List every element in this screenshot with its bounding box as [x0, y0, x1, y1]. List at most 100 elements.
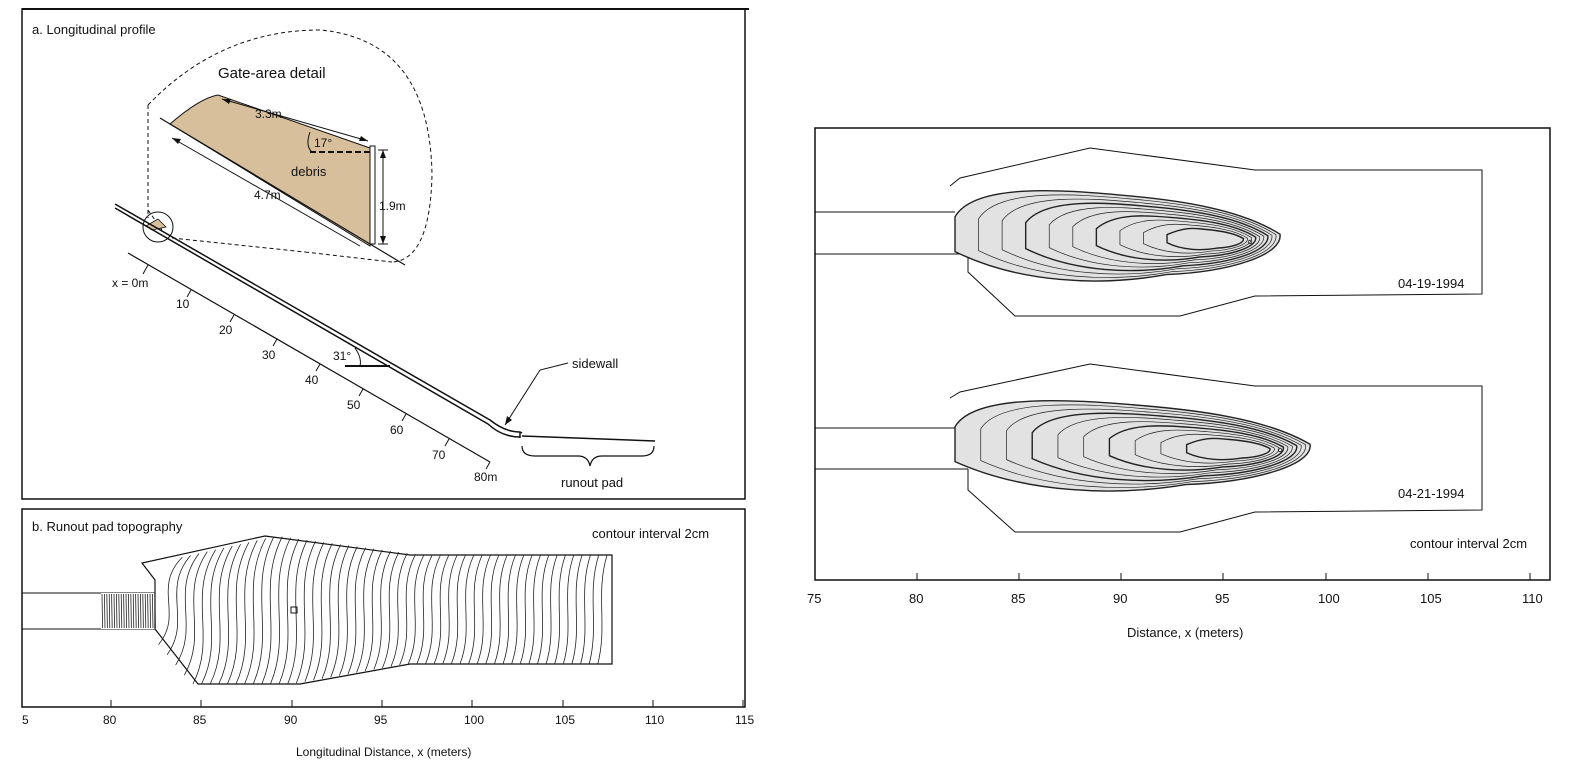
deposit-map-04-19: 04-19-1994: [815, 147, 1483, 317]
panel-b-contour-note: contour interval 2cm: [592, 526, 709, 541]
contour-line: [562, 554, 575, 665]
contour-line: [128, 593, 130, 629]
contour-line: [201, 547, 225, 685]
contour-line: [140, 593, 142, 629]
deposit-contour: [1083, 421, 1289, 474]
tick-label-a-3: 40: [305, 373, 319, 387]
deposit-contour: [1119, 219, 1252, 257]
contour-line: [147, 593, 149, 629]
deposit-peak-mark: [1277, 447, 1283, 453]
pad-outline-top: [949, 147, 1483, 317]
date-label-1: 04-19-1994: [1398, 276, 1465, 291]
contour-line: [270, 537, 291, 685]
deposit-contour: [1024, 202, 1269, 272]
contour-line: [287, 539, 308, 685]
panel-c-frame: [814, 127, 1551, 581]
tick-label-a-5: 60: [390, 423, 404, 437]
contour-line: [450, 554, 466, 665]
contour-line: [330, 545, 350, 678]
contour-line: [519, 554, 533, 665]
deposit-contour: [1031, 412, 1298, 482]
panel-b-tick-label: 85: [193, 713, 207, 727]
contour-line: [373, 550, 391, 670]
panel-c-tick-label: 75: [807, 591, 821, 606]
contour-line: [135, 593, 137, 629]
deposit-contour: [1095, 215, 1257, 261]
contour-line: [528, 554, 541, 665]
gate-angle-label: 17°: [314, 136, 332, 150]
contour-line: [571, 554, 583, 665]
contour-line: [321, 544, 341, 679]
contour-line: [158, 556, 183, 645]
contour-line: [364, 549, 383, 672]
panel-a-longitudinal-profile: a. Longitudinal profile Gate-area detail…: [21, 8, 749, 500]
contour-line: [149, 593, 151, 629]
slope-angle-label: 31°: [333, 349, 351, 363]
deposit-contour: [980, 404, 1306, 488]
deposit-contour: [1108, 425, 1285, 471]
contour-line: [244, 538, 266, 685]
tick-label-a-1: 20: [219, 323, 233, 337]
channel-contours: [101, 593, 156, 629]
contour-line: [118, 593, 120, 629]
contour-line: [192, 549, 216, 685]
contour-line: [104, 593, 106, 629]
contour-line: [130, 593, 132, 629]
debris-label: debris: [291, 164, 327, 179]
deposit-map-04-21: 04-21-1994: [815, 363, 1483, 533]
contour-line: [116, 593, 118, 629]
detail-title: Gate-area detail: [218, 65, 326, 82]
contour-line: [399, 554, 416, 666]
panel-c-axis-label: Distance, x (meters): [1127, 625, 1243, 640]
deposit-peak-mark: [1247, 239, 1253, 245]
tick-label-a-0: 10: [176, 297, 190, 311]
contour-line: [407, 554, 425, 665]
contour-line: [382, 551, 400, 669]
contour-line: [476, 554, 491, 665]
contour-line: [433, 554, 450, 665]
contour-line: [295, 540, 316, 684]
panel-c-tick-label: 110: [1522, 591, 1543, 606]
detail-callout-outline: [147, 29, 433, 263]
panel-c-tick-label: 90: [1113, 591, 1127, 606]
contour-line: [459, 554, 475, 665]
contour-line: [468, 554, 483, 665]
date-label-2: 04-21-1994: [1398, 486, 1465, 501]
deposit-contour: [1057, 417, 1293, 478]
distance-scale: [127, 252, 491, 463]
contour-line: [123, 593, 125, 629]
contour-line: [338, 546, 358, 676]
flume-bed: [114, 203, 523, 434]
panel-b-tick-label: 115: [735, 713, 754, 727]
contour-line: [313, 543, 333, 681]
contour-line: [101, 593, 103, 629]
contour-line: [442, 554, 458, 665]
contour-line: [108, 593, 111, 629]
dim-top-label: 3.3m: [255, 107, 282, 121]
panel-c-tick-label: 100: [1318, 591, 1340, 606]
contour-line: [356, 548, 375, 673]
runout-pad-outline: [140, 535, 613, 685]
dim-height-label: 1.9m: [379, 199, 406, 213]
panel-b-label: b. Runout pad topography: [32, 519, 183, 534]
contour-line: [278, 538, 300, 685]
dim-bottom-label: 4.7m: [254, 188, 281, 202]
deposit-contour: [1048, 207, 1265, 268]
contour-line: [175, 553, 200, 666]
panel-b-tick-label: 5: [22, 713, 29, 727]
pad-contours: [158, 536, 608, 685]
contour-line: [166, 555, 191, 656]
tick-label-a-2: 30: [262, 348, 276, 362]
panel-c-contour-note: contour interval 2cm: [1410, 536, 1527, 551]
panel-b-tick-label: 80: [103, 713, 117, 727]
tick-label-a-4: 50: [347, 398, 361, 412]
panel-b-runout-topography: b. Runout pad topography contour interva…: [21, 508, 754, 759]
panel-c-tick-label: 85: [1011, 591, 1025, 606]
panel-c-tick-label: 80: [909, 591, 923, 606]
sidewall-label: sidewall: [572, 356, 618, 371]
panel-b-tick-label: 100: [464, 713, 484, 727]
panel-b-axis-label: Longitudinal Distance, x (meters): [296, 745, 471, 759]
tick-label-a-6: 70: [432, 448, 446, 462]
contour-line: [125, 593, 127, 629]
